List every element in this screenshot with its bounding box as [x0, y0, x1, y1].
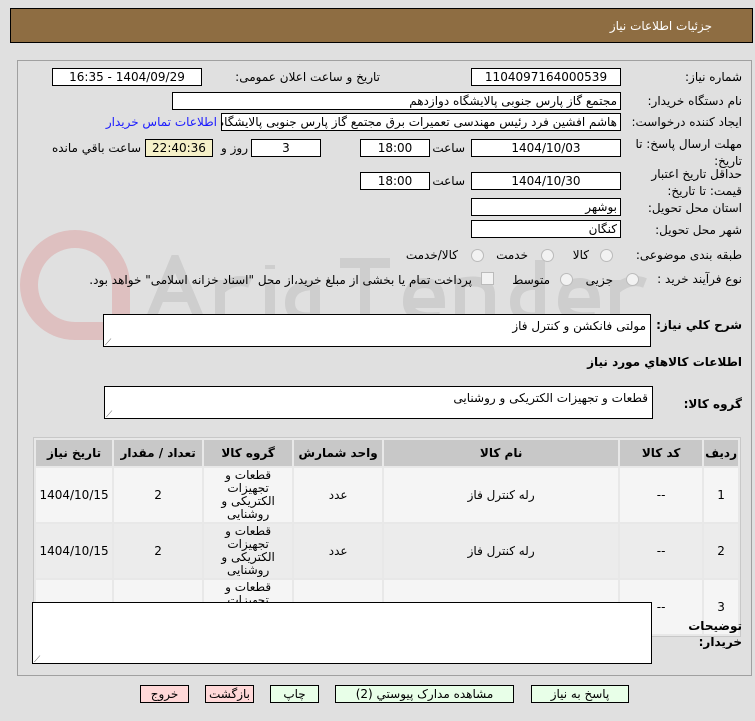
exit-button[interactable]: خروج [140, 685, 189, 703]
need-number-field: 1104097164000539 [471, 68, 621, 86]
payment-note: پرداخت تمام یا بخشی از مبلغ خرید،از محل … [89, 273, 472, 287]
cell-code: -- [620, 468, 703, 522]
cell-date: 1404/10/15 [36, 468, 113, 522]
process-option-minor: جزیی [585, 273, 613, 287]
remaining-timer: 22:40:36 [145, 139, 213, 157]
table-row: 1 -- رله کنترل فاز عدد قطعات و تجهیزات الکتر… [36, 468, 738, 522]
goods-group-textarea[interactable]: قطعات و تجهیزات الکتریکی و روشنایی [104, 386, 653, 420]
col-date: تاریخ نیاز [36, 440, 113, 466]
description-textarea[interactable]: مولتی فانکشن و کنترل فاز [103, 314, 651, 348]
validity-time-label: ساعت [432, 174, 465, 188]
cell-name: رله کنترل فاز [384, 524, 619, 578]
creator-label: ایجاد کننده درخواست: [631, 115, 742, 129]
cell-qty: 2 [114, 468, 203, 522]
buyer-label: نام دستگاه خریدار: [647, 94, 743, 108]
validity-date-field: 1404/10/30 [471, 172, 621, 190]
days-label: روز و [221, 141, 248, 155]
cell-unit: عدد [294, 468, 383, 522]
process-label: نوع فرآیند خرید : [657, 272, 742, 286]
province-field: بوشهر [471, 198, 621, 216]
table-row: 2 -- رله کنترل فاز عدد قطعات و تجهیزات الکتر… [36, 524, 738, 578]
page-header: جزئیات اطلاعات نیاز [10, 8, 753, 43]
process-radio-minor[interactable] [626, 273, 639, 286]
category-radio-both[interactable] [471, 249, 484, 262]
category-option-both: کالا/خدمت [405, 248, 458, 262]
category-radio-goods[interactable] [600, 249, 613, 262]
treasury-checkbox[interactable] [481, 272, 494, 285]
goods-group-label: گروه کالا: [683, 397, 742, 411]
announce-field: 1404/09/29 - 16:35 [52, 68, 202, 86]
cell-group: قطعات و تجهیزات الکتریکی و روشنایی [204, 468, 293, 522]
cell-row: 1 [704, 468, 738, 522]
goods-info-title: اطلاعات کالاهاي مورد نیاز [587, 355, 742, 369]
city-label: شهر محل تحویل: [655, 223, 742, 237]
creator-field: هاشم افشین فرد رئیس مهندسی تعمیرات برق م… [221, 113, 621, 131]
buyer-notes-textarea[interactable] [32, 602, 652, 665]
col-qty: تعداد / مقدار [114, 440, 203, 466]
buyer-field: مجتمع گاز پارس جنوبی پالایشگاه دوازدهم [172, 92, 621, 110]
back-button[interactable]: بازگشت [205, 685, 254, 703]
deadline-time-label: ساعت [432, 141, 465, 155]
reply-button[interactable]: پاسخ به نیاز [531, 685, 629, 703]
process-option-medium: متوسط [512, 273, 550, 287]
announce-label: تاریخ و ساعت اعلان عمومی: [235, 70, 380, 84]
col-group: گروه کالا [204, 440, 293, 466]
col-code: کد کالا [620, 440, 703, 466]
category-option-goods: کالا [572, 248, 589, 262]
need-number-label: شماره نیاز: [685, 70, 742, 84]
cell-code: -- [620, 524, 703, 578]
cell-name: رله کنترل فاز [384, 468, 619, 522]
cell-unit: عدد [294, 524, 383, 578]
cell-row: 2 [704, 524, 738, 578]
cell-date: 1404/10/15 [36, 524, 113, 578]
process-radio-medium[interactable] [560, 273, 573, 286]
details-panel [17, 60, 752, 676]
category-label: طبقه بندی موضوعی: [635, 248, 742, 262]
deadline-label: مهلت ارسال پاسخ: تا تاریخ: [635, 137, 742, 168]
attachments-button[interactable]: مشاهده مدارک پیوستي (2) [335, 685, 514, 703]
print-button[interactable]: چاپ [270, 685, 319, 703]
col-name: نام کالا [384, 440, 619, 466]
category-option-service: خدمت [496, 248, 528, 262]
remaining-label: ساعت باقي مانده [51, 141, 141, 155]
cell-row: 3 [704, 580, 738, 634]
city-field: کنگان [471, 220, 621, 238]
col-row: ردیف [704, 440, 738, 466]
contact-buyer-link[interactable]: اطلاعات تماس خریدار [105, 115, 217, 129]
col-unit: واحد شمارش [294, 440, 383, 466]
province-label: استان محل تحویل: [647, 201, 742, 215]
description-label: شرح کلي نیاز: [656, 318, 742, 332]
buyer-notes-label: توضیحات خریدار: [688, 619, 742, 649]
cell-group: قطعات و تجهیزات الکتریکی و روشنایی [204, 524, 293, 578]
deadline-time-field: 18:00 [360, 139, 430, 157]
validity-label: حداقل تاریخ اعتبار قیمت: تا تاریخ: [651, 167, 742, 198]
page-title: جزئیات اطلاعات نیاز [609, 19, 712, 33]
cell-qty: 2 [114, 524, 203, 578]
days-field: 3 [251, 139, 321, 157]
deadline-date-field: 1404/10/03 [471, 139, 621, 157]
validity-time-field: 18:00 [360, 172, 430, 190]
category-radio-service[interactable] [541, 249, 554, 262]
